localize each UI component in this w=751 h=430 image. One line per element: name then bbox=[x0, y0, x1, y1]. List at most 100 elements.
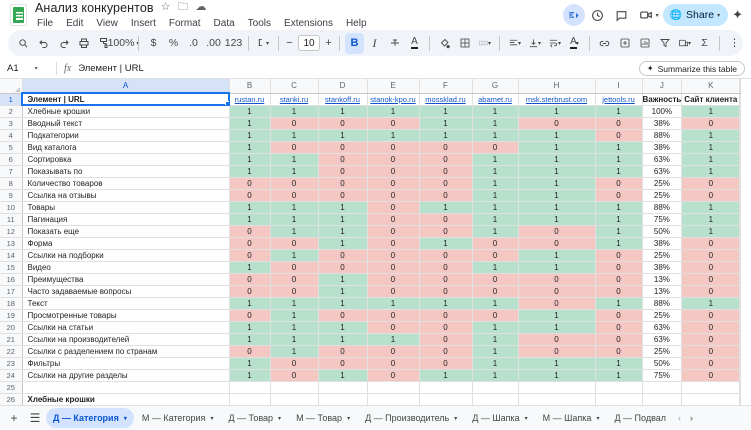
insert-link-icon[interactable] bbox=[595, 33, 614, 54]
cell-value-c8[interactable]: 1 bbox=[595, 141, 643, 154]
cell-value-c4[interactable]: 0 bbox=[367, 273, 420, 286]
cell-client-site[interactable]: 0 bbox=[681, 345, 741, 358]
cell-value-c2[interactable]: 1 bbox=[270, 309, 319, 322]
currency-format-button[interactable]: $ bbox=[150, 37, 157, 49]
cell-value-c8[interactable]: 0 bbox=[595, 117, 643, 130]
cell-value-c3[interactable]: 1 bbox=[318, 225, 368, 238]
cell-url-2[interactable]: stanki.ru bbox=[270, 93, 319, 106]
cell-element-label[interactable]: Ссылки на подборки bbox=[22, 249, 230, 262]
cell-value-c2[interactable]: 1 bbox=[270, 225, 319, 238]
cell-value-c5[interactable]: 0 bbox=[419, 153, 473, 166]
chevron-down-icon[interactable]: ▾ bbox=[278, 415, 282, 422]
cell-importance[interactable]: 25% bbox=[642, 345, 683, 358]
cell-element-label[interactable]: Текст bbox=[22, 297, 230, 310]
cell-value-c2[interactable]: 0 bbox=[270, 357, 319, 370]
cell-value-c8[interactable]: 1 bbox=[595, 297, 643, 310]
functions-group-button[interactable]: ▾ bbox=[675, 33, 694, 54]
cell-empty[interactable] bbox=[419, 381, 473, 394]
text-wrap-button[interactable]: ▾ bbox=[545, 33, 564, 54]
cell-empty[interactable] bbox=[518, 393, 596, 405]
cell-element-label[interactable]: Товары bbox=[22, 201, 230, 214]
chevron-down-icon[interactable]: ▾ bbox=[347, 415, 351, 422]
cell-value-c4[interactable]: 1 bbox=[367, 105, 420, 118]
cell-value-c5[interactable]: 1 bbox=[419, 297, 473, 310]
cell-empty[interactable] bbox=[22, 381, 230, 394]
column-header-D[interactable]: D bbox=[318, 79, 368, 94]
column-header-J[interactable]: J bbox=[642, 79, 683, 94]
sheet-tab[interactable]: Д — Категория ▾ bbox=[46, 408, 134, 428]
all-sheets-icon[interactable]: ☰ bbox=[29, 411, 41, 425]
chevron-down-icon[interactable]: ▾ bbox=[557, 40, 561, 47]
cell-value-c1[interactable]: 1 bbox=[229, 165, 271, 178]
cell-element-label[interactable]: Хлебные крошки bbox=[22, 105, 230, 118]
cell-importance[interactable]: 88% bbox=[642, 297, 683, 310]
gemini-sparkle-icon[interactable]: ✦ bbox=[732, 7, 743, 22]
share-button[interactable]: 🌐 Share ▾ bbox=[662, 4, 729, 26]
cell-value-c3[interactable]: 0 bbox=[318, 189, 368, 202]
menu-format[interactable]: Format bbox=[168, 17, 201, 29]
cell-value-c7[interactable]: 0 bbox=[518, 345, 596, 358]
font-size-input[interactable]: 10 bbox=[298, 35, 320, 51]
cell-value-c8[interactable]: 0 bbox=[595, 273, 643, 286]
cell-value-c6[interactable]: 0 bbox=[472, 237, 519, 250]
cell-value-c4[interactable]: 0 bbox=[367, 321, 420, 334]
cell-value-c8[interactable]: 1 bbox=[595, 201, 643, 214]
cell-empty[interactable] bbox=[229, 393, 271, 405]
cell-element-label[interactable]: Ссылки с разделением по странам bbox=[22, 345, 230, 358]
cell-value-c8[interactable]: 1 bbox=[595, 165, 643, 178]
zoom-select[interactable]: 100% ▾ bbox=[108, 33, 140, 54]
cell-element-label[interactable]: Пагинация bbox=[22, 213, 230, 226]
cell-value-c8[interactable]: 1 bbox=[595, 357, 643, 370]
cell-value-c2[interactable]: 1 bbox=[270, 105, 319, 118]
cell-value-c7[interactable]: 0 bbox=[518, 225, 596, 238]
cell-client-site[interactable]: 1 bbox=[681, 201, 741, 214]
column-header-H[interactable]: H bbox=[518, 79, 596, 94]
cell-value-c7[interactable]: 0 bbox=[518, 333, 596, 346]
cell-value-c5[interactable]: 0 bbox=[419, 309, 473, 322]
cell-value-c5[interactable]: 0 bbox=[419, 213, 473, 226]
row-header-20[interactable]: 20 bbox=[0, 321, 23, 334]
cell-value-c7[interactable]: 1 bbox=[518, 153, 596, 166]
cell-value-c7[interactable]: 1 bbox=[518, 177, 596, 190]
cell-client-site[interactable]: 1 bbox=[681, 297, 741, 310]
cell-value-c7[interactable]: 0 bbox=[518, 273, 596, 286]
cell-value-c1[interactable]: 1 bbox=[229, 297, 271, 310]
cell-value-c3[interactable]: 0 bbox=[318, 177, 368, 190]
cell-value-c8[interactable]: 0 bbox=[595, 309, 643, 322]
cell-value-c2[interactable]: 1 bbox=[270, 249, 319, 262]
cell-importance[interactable]: 63% bbox=[642, 333, 683, 346]
text-color-button[interactable]: A bbox=[405, 33, 424, 54]
cell-value-c3[interactable]: 1 bbox=[318, 321, 368, 334]
chevron-down-icon[interactable]: ▾ bbox=[524, 415, 528, 422]
cell-element-label[interactable]: Ссылки на производителей bbox=[22, 333, 230, 346]
row-header-8[interactable]: 8 bbox=[0, 177, 23, 190]
cell-client-site[interactable]: 0 bbox=[681, 309, 741, 322]
cell-element-label[interactable]: Ссылки на статьи bbox=[22, 321, 230, 334]
row-header-19[interactable]: 19 bbox=[0, 309, 23, 322]
cell-value-c7[interactable]: 0 bbox=[518, 237, 596, 250]
cell-value-c8[interactable]: 1 bbox=[595, 105, 643, 118]
sheet-tab[interactable]: Д — Подвал bbox=[607, 408, 673, 428]
insert-chart-icon[interactable] bbox=[635, 33, 654, 54]
chevron-down-icon[interactable]: ▾ bbox=[655, 12, 659, 19]
cell-value-c3[interactable]: 0 bbox=[318, 261, 368, 274]
cell-importance[interactable]: 38% bbox=[642, 237, 683, 250]
cell-value-c6[interactable]: 0 bbox=[472, 273, 519, 286]
cell-value-c6[interactable]: 0 bbox=[472, 249, 519, 262]
cell-client-site[interactable]: 0 bbox=[681, 333, 741, 346]
cell-value-c8[interactable]: 0 bbox=[595, 333, 643, 346]
cell-element-label[interactable]: Просмотренные товары bbox=[22, 309, 230, 322]
cell-client-site[interactable]: 0 bbox=[681, 177, 741, 190]
cell-value-c1[interactable]: 1 bbox=[229, 333, 271, 346]
cell-value-c6[interactable]: 1 bbox=[472, 201, 519, 214]
cell-value-c1[interactable]: 0 bbox=[229, 225, 271, 238]
percent-format-button[interactable]: % bbox=[168, 37, 179, 49]
sheets-logo-icon[interactable] bbox=[10, 4, 27, 26]
row-header-14[interactable]: 14 bbox=[0, 249, 23, 262]
cell-value-c4[interactable]: 1 bbox=[367, 129, 420, 142]
cell-value-c2[interactable]: 1 bbox=[270, 297, 319, 310]
chevron-down-icon[interactable]: ▾ bbox=[454, 415, 458, 422]
row-header-6[interactable]: 6 bbox=[0, 153, 23, 166]
cell-value-c2[interactable]: 1 bbox=[270, 321, 319, 334]
cell-value-c8[interactable]: 0 bbox=[595, 345, 643, 358]
